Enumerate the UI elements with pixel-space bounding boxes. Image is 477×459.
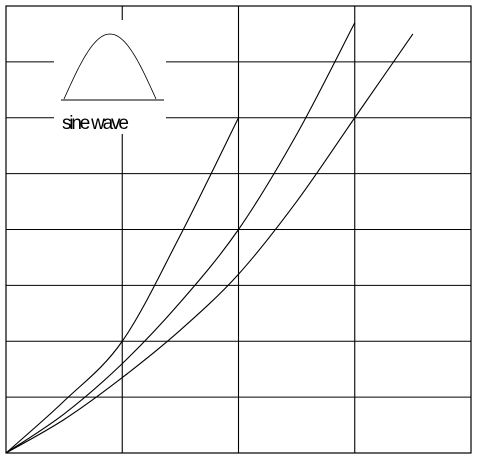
legend: sine wave [54,20,166,134]
sine-half-wave-icon [63,33,157,100]
series-line-2 [5,22,356,454]
plot-frame [5,5,472,454]
series-line-1 [5,117,239,454]
legend-label: sine wave [62,113,128,134]
series-group [5,22,414,454]
legend-background [54,20,166,134]
series-line-3 [5,33,414,454]
